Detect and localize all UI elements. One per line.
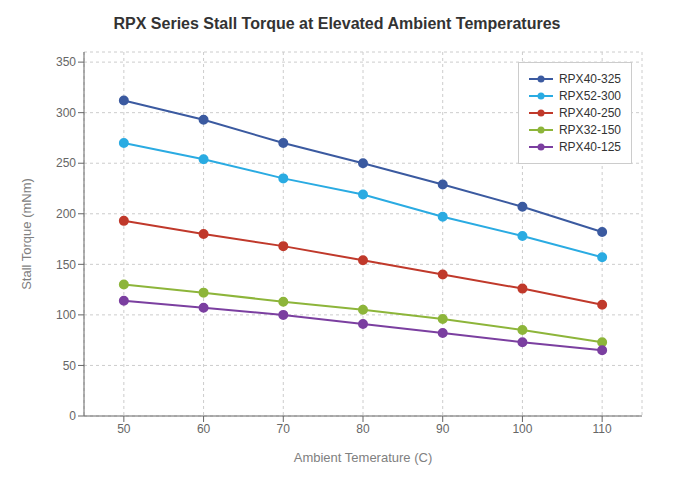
svg-text:Stall Torque (mNm): Stall Torque (mNm) <box>19 178 34 290</box>
svg-text:0: 0 <box>69 409 76 423</box>
svg-text:60: 60 <box>197 422 211 436</box>
html-text:RPX40-125: RPX40-125 <box>559 140 621 154</box>
svg-text:100: 100 <box>56 308 76 322</box>
html-text:RPX32-150: RPX32-150 <box>559 123 621 137</box>
svg-text:50: 50 <box>117 422 131 436</box>
html-text:RPX40-325: RPX40-325 <box>559 72 621 86</box>
html-text:RPX Series Stall Torque at Ele: RPX Series Stall Torque at Elevated Ambi… <box>113 15 561 32</box>
svg-text:50: 50 <box>63 359 77 373</box>
svg-text:150: 150 <box>56 258 76 272</box>
svg-text:300: 300 <box>56 106 76 120</box>
html-text:RPX52-300: RPX52-300 <box>559 89 621 103</box>
svg-text:200: 200 <box>56 207 76 221</box>
svg-text:100: 100 <box>512 422 532 436</box>
svg-text:90: 90 <box>436 422 450 436</box>
html-text:RPX40-250: RPX40-250 <box>559 106 621 120</box>
svg-text:Ambient Temerature (C): Ambient Temerature (C) <box>294 450 432 465</box>
svg-text:80: 80 <box>356 422 370 436</box>
svg-text:110: 110 <box>593 422 612 436</box>
svg-text:350: 350 <box>56 55 76 69</box>
svg-text:250: 250 <box>56 156 76 170</box>
svg-text:70: 70 <box>277 422 291 436</box>
